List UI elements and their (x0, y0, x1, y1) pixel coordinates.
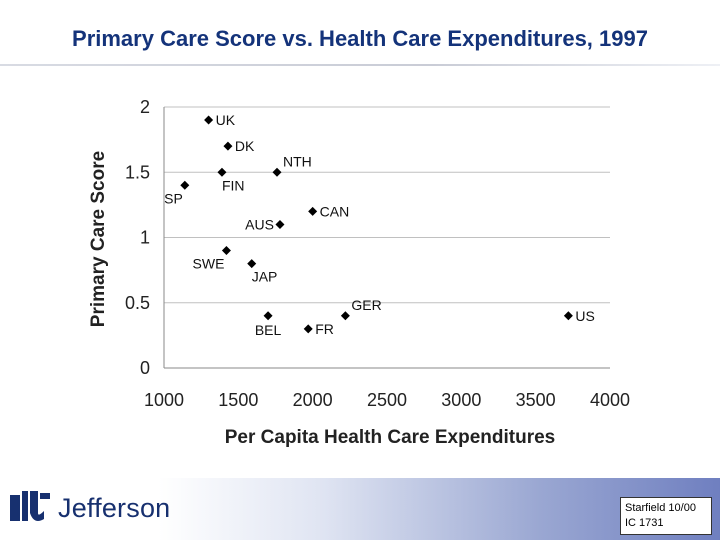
x-tick-label: 1000 (144, 390, 184, 410)
data-point-sp (180, 180, 190, 190)
data-point-ger (340, 311, 350, 321)
data-point-fin (217, 167, 227, 177)
citation-line-1: Starfield 10/00 (625, 502, 696, 514)
point-label-fin: FIN (222, 177, 245, 193)
point-label-aus: AUS (245, 216, 274, 232)
title-divider (0, 64, 720, 66)
x-tick-label: 4000 (590, 390, 630, 410)
y-tick-label: 1 (140, 228, 150, 248)
point-label-ger: GER (351, 297, 381, 313)
point-label-swe: SWE (193, 256, 225, 272)
data-points: UK DK NTH FIN SP CAN AUS SWE JAP GER US BEL FR (164, 112, 595, 338)
point-label-us: US (575, 308, 594, 324)
point-label-bel: BEL (255, 322, 282, 338)
x-tick-label: 1500 (218, 390, 258, 410)
data-point-can (308, 206, 318, 216)
y-axis-label: Primary Care Score (88, 151, 109, 327)
logo-text: Jefferson (58, 492, 171, 523)
x-tick-label: 2500 (367, 390, 407, 410)
data-point-bel (263, 311, 273, 321)
point-label-can: CAN (320, 203, 350, 219)
data-point-aus (275, 219, 285, 229)
data-point-swe (221, 246, 231, 256)
x-tick-label: 2000 (293, 390, 333, 410)
point-label-dk: DK (235, 138, 255, 154)
y-tick-label: 1.5 (125, 162, 150, 182)
y-tick-label: 0 (140, 358, 150, 378)
citation-box: Starfield 10/00 IC 1731 (620, 497, 712, 535)
x-tick-label: 3000 (441, 390, 481, 410)
data-point-uk (204, 115, 214, 125)
point-label-fr: FR (315, 321, 334, 337)
data-point-us (563, 311, 573, 321)
tick-labels: 0 0.5 1 1.5 2 1000 1500 2000 2500 3000 3500 4000 (125, 97, 630, 410)
y-tick-label: 2 (140, 97, 150, 117)
x-axis-label: Per Capita Health Care Expenditures (225, 427, 556, 448)
y-tick-label: 0.5 (125, 293, 150, 313)
data-point-nth (272, 167, 282, 177)
data-point-dk (223, 141, 233, 151)
jefferson-logo: Jefferson (8, 488, 170, 528)
x-tick-label: 3500 (516, 390, 556, 410)
jefferson-emblem-icon (10, 491, 50, 521)
axes (163, 107, 610, 369)
point-label-nth: NTH (283, 153, 312, 169)
scatter-chart: 0 0.5 1 1.5 2 1000 1500 2000 2500 3000 3500 4000 UK… (88, 97, 630, 448)
point-label-sp: SP (164, 190, 183, 206)
data-point-fr (303, 324, 313, 334)
footer-band (0, 478, 720, 540)
point-label-uk: UK (216, 112, 236, 128)
slide-title: Primary Care Score vs. Health Care Expen… (72, 26, 648, 51)
grid-lines (164, 106, 610, 304)
point-label-jap: JAP (252, 269, 278, 285)
citation-line-2: IC 1731 (625, 517, 664, 529)
data-point-jap (247, 259, 257, 269)
